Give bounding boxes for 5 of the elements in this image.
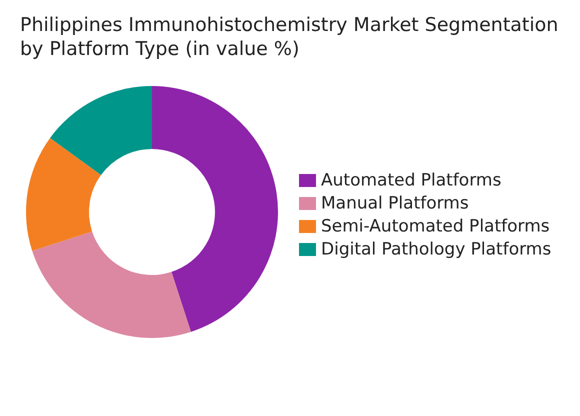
legend-label: Automated Platforms <box>321 170 502 190</box>
chart-title: Philippines Immunohistochemistry Market Segmentation by Platform Type (in value %) <box>20 14 564 60</box>
legend-label: Semi-Automated Platforms <box>321 216 550 236</box>
legend-label: Digital Pathology Platforms <box>321 240 552 260</box>
legend-label: Manual Platforms <box>321 194 469 214</box>
